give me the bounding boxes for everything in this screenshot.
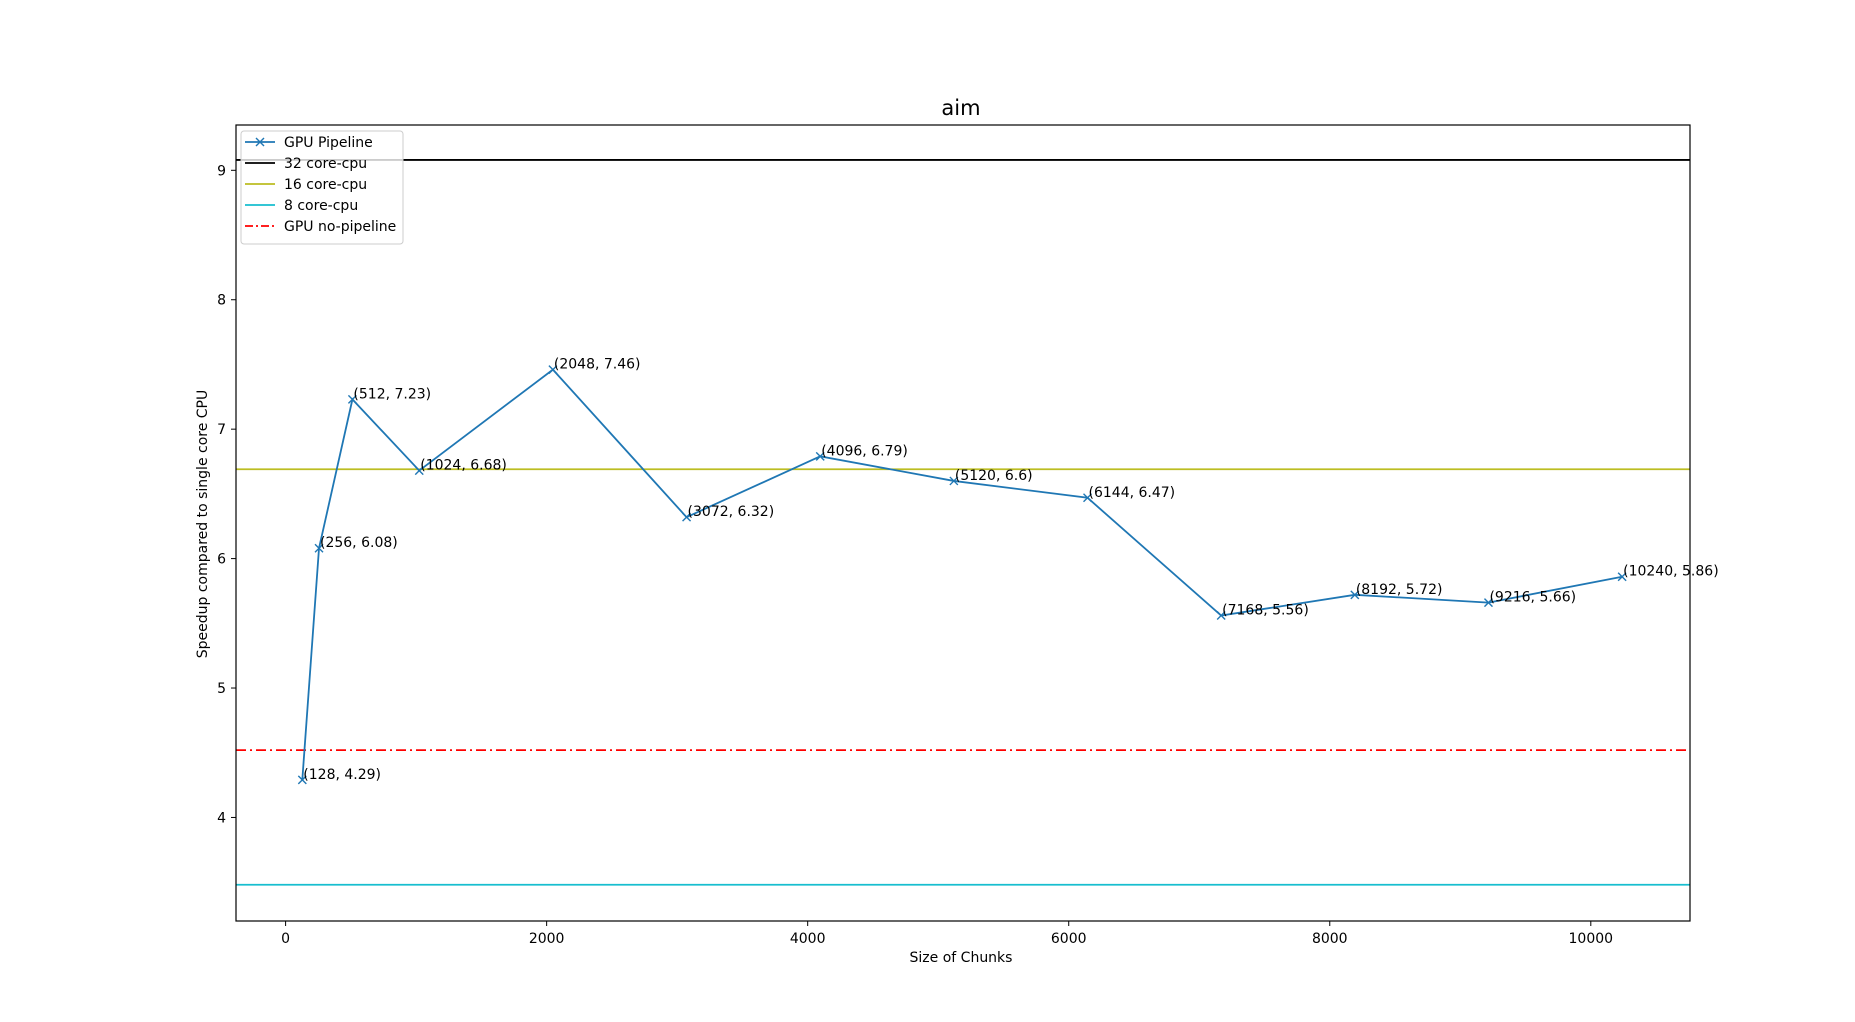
marker-stroke [1083,493,1093,503]
x-tick-label: 8000 [1312,931,1348,947]
x-tick-label: 10000 [1569,931,1614,947]
y-tick-label: 7 [217,422,226,438]
data-point-marker [1216,611,1226,621]
point-label: (10240, 5.86) [1623,564,1719,580]
point-label: (4096, 6.79) [821,443,908,459]
marker-stroke [414,466,424,476]
point-label: (7168, 5.56) [1222,603,1309,619]
point-label: (1024, 6.68) [420,458,507,474]
y-axis-ticks: 4 5 6 7 8 9 [217,163,236,826]
point-label: (8192, 5.72) [1356,582,1443,598]
data-point-marker [1350,590,1360,600]
x-tick-label: 6000 [1051,931,1087,947]
marker-stroke [949,476,959,486]
legend-label: GPU no-pipeline [284,219,396,235]
x-axis-label: Size of Chunks [910,950,1013,966]
y-tick-label: 4 [217,810,226,826]
marker-stroke [682,512,692,522]
marker-stroke [1483,598,1493,608]
legend-label: GPU Pipeline [284,135,373,151]
marker-stroke [815,451,825,461]
point-label: (2048, 7.46) [554,357,641,373]
data-point-marker [297,775,307,785]
legend-marker [255,137,265,147]
marker-stroke [347,394,357,404]
legend-box [240,130,404,245]
legend-label: 32 core-cpu [284,156,367,172]
marker-stroke [548,365,558,375]
x-tick-label: 0 [281,931,290,947]
x-tick-label: 4000 [790,931,826,947]
marker-stroke [314,543,324,553]
axes-frame [235,124,1691,922]
marker-stroke [1350,590,1360,600]
series-layer [297,365,1627,785]
marker-stroke [1617,572,1627,582]
y-tick-label: 9 [217,163,226,179]
point-label: (5120, 6.6) [955,468,1033,484]
y-tick-label: 5 [217,681,226,697]
x-axis-ticks: 0 2000 4000 6000 8000 10000 [281,921,1613,947]
point-label: (128, 4.29) [303,767,381,783]
y-axis-label: Speedup compared to single core CPU [195,390,211,659]
data-point-marker [815,451,825,461]
data-point-marker [1617,572,1627,582]
marker-stroke [1216,611,1226,621]
x-tick-label: 2000 [529,931,565,947]
point-label: (6144, 6.47) [1089,485,1176,501]
data-point-marker [1083,493,1093,503]
y-tick-label: 8 [217,293,226,309]
point-labels: (128, 4.29) (256, 6.08) (512, 7.23) (1024, … [303,357,1718,783]
legend: GPU Pipeline 32 core-cpu 16 core-cpu 8 core… [240,130,404,245]
data-point-marker [314,543,324,553]
data-point-marker [548,365,558,375]
legend-label: 8 core-cpu [284,198,358,214]
data-point-marker [414,466,424,476]
point-label: (3072, 6.32) [688,504,775,520]
y-tick-label: 6 [217,552,226,568]
point-label: (9216, 5.66) [1489,590,1576,606]
data-point-marker [1483,598,1493,608]
chart-title: aim [941,96,980,120]
reference-lines [236,159,1690,886]
point-label: (256, 6.08) [320,535,398,551]
data-point-marker [682,512,692,522]
data-point-marker [949,476,959,486]
point-label: (512, 7.23) [353,386,431,402]
legend-label: 16 core-cpu [284,177,367,193]
marker-stroke [297,775,307,785]
data-point-marker [347,394,357,404]
